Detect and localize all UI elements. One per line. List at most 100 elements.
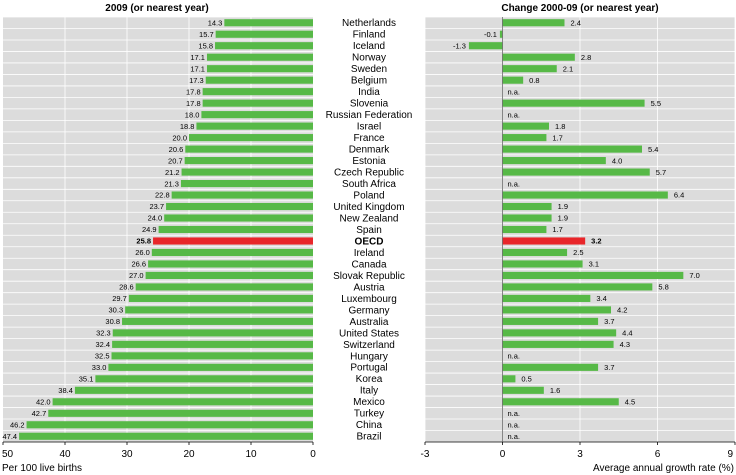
- left-bar: [145, 271, 313, 280]
- left-tick-label: 30: [121, 449, 133, 460]
- right-bar-value-label: 1.9: [558, 202, 568, 211]
- right-bar-value-label: -1.3: [453, 41, 466, 50]
- category-label: Poland: [353, 190, 384, 201]
- left-bar-value-label: 33.0: [92, 363, 107, 372]
- left-bar-value-label: 24.0: [148, 214, 163, 223]
- right-bar-value-label: 5.7: [656, 168, 666, 177]
- left-bar-value-label: 17.1: [190, 53, 205, 62]
- left-bar: [189, 134, 313, 142]
- right-bar: [502, 122, 549, 130]
- category-label: New Zealand: [340, 213, 399, 224]
- right-bar: [502, 76, 524, 84]
- left-bar: [184, 157, 313, 165]
- category-label: Estonia: [352, 156, 386, 167]
- category-label: United Kingdom: [333, 202, 404, 213]
- left-bar: [171, 191, 313, 199]
- right-bar-value-label: 1.6: [550, 386, 560, 395]
- left-bar: [52, 398, 313, 406]
- left-tick-label: 0: [310, 449, 316, 460]
- left-bar: [202, 99, 313, 107]
- right-bar-value-label: 7.0: [689, 271, 699, 280]
- right-bar: [502, 306, 611, 314]
- right-bar-value-label: 3.1: [589, 260, 599, 269]
- category-label: Slovenia: [350, 99, 389, 110]
- left-bar: [166, 202, 313, 211]
- left-bar: [215, 42, 313, 50]
- category-label: Finland: [353, 30, 386, 41]
- right-tick-label: -3: [421, 449, 430, 460]
- right-bar-value-label: 2.8: [581, 53, 591, 62]
- right-bar-value-label: 1.7: [552, 225, 562, 234]
- right-na-label: n.a.: [508, 432, 521, 441]
- category-label: Switzerland: [343, 340, 395, 351]
- left-bar-value-label: 20.0: [172, 133, 187, 142]
- left-bar: [180, 179, 313, 188]
- left-bar-value-label: 18.8: [180, 122, 195, 131]
- right-bar-value-label: 1.7: [552, 133, 562, 142]
- right-bar-value-label: 0.8: [529, 76, 539, 85]
- category-label: Mexico: [353, 397, 385, 408]
- category-label: Russian Federation: [326, 110, 413, 121]
- left-bar: [112, 340, 314, 348]
- left-bar: [74, 386, 313, 394]
- left-bar: [151, 248, 313, 257]
- left-bar-value-label: 23.7: [149, 202, 164, 211]
- left-tick-label: 50: [2, 449, 14, 460]
- left-bar: [112, 329, 314, 337]
- right-bar: [502, 202, 552, 211]
- left-bar: [164, 214, 313, 222]
- right-bar-value-label: 1.9: [558, 214, 568, 223]
- category-label: Belgium: [351, 76, 387, 87]
- right-bar: [502, 225, 547, 234]
- right-bar-value-label: -0.1: [484, 30, 497, 39]
- right-na-label: n.a.: [508, 409, 521, 418]
- right-bar: [502, 157, 606, 165]
- category-label: Italy: [360, 386, 378, 397]
- right-bar: [502, 191, 668, 199]
- left-bar: [215, 30, 313, 38]
- left-bar-value-label: 25.8: [136, 237, 151, 246]
- right-bar: [502, 145, 642, 153]
- left-tick-label: 20: [183, 449, 195, 460]
- left-bar-value-label: 32.5: [95, 352, 110, 361]
- left-bar-value-label: 42.0: [36, 397, 51, 406]
- left-bar: [202, 88, 313, 96]
- category-label: Czech Republic: [334, 167, 404, 178]
- left-bar-value-label: 21.3: [164, 179, 179, 188]
- left-bar: [135, 283, 313, 291]
- left-bar-value-label: 22.8: [155, 191, 170, 200]
- left-bar-value-label: 18.0: [185, 110, 200, 119]
- left-bar-value-label: 29.7: [112, 294, 127, 303]
- right-bar: [502, 271, 684, 280]
- left-bar: [153, 237, 313, 245]
- category-label: Sweden: [351, 64, 387, 75]
- right-bar-value-label: 5.5: [651, 99, 661, 108]
- category-label: Hungary: [350, 351, 388, 362]
- left-bar-value-label: 17.3: [189, 76, 204, 85]
- category-label: United States: [339, 328, 399, 339]
- right-bar-value-label: 4.4: [622, 329, 632, 338]
- right-bar-value-label: 3.7: [604, 363, 614, 372]
- left-bar: [206, 65, 313, 73]
- right-bar-value-label: 4.3: [620, 340, 630, 349]
- left-bar-value-label: 27.0: [129, 271, 144, 280]
- left-bar-value-label: 26.6: [131, 260, 146, 269]
- category-label: Korea: [356, 374, 383, 385]
- right-bar: [502, 237, 586, 245]
- right-bar: [502, 134, 547, 142]
- right-bar: [502, 260, 583, 268]
- left-bar-value-label: 17.8: [186, 99, 201, 108]
- right-tick-label: 6: [655, 449, 661, 460]
- left-bar: [26, 421, 314, 429]
- right-bar: [468, 42, 503, 50]
- left-bar: [196, 122, 313, 130]
- right-bar-value-label: 2.1: [563, 64, 573, 73]
- left-bar: [224, 19, 313, 27]
- left-bar-value-label: 42.7: [32, 409, 47, 418]
- right-bar: [502, 283, 653, 291]
- category-label: Austria: [353, 282, 385, 293]
- category-label: China: [356, 420, 383, 431]
- category-label: Netherlands: [342, 18, 396, 29]
- category-label: Luxembourg: [341, 294, 397, 305]
- left-x-axis-label: Per 100 live births: [2, 463, 82, 474]
